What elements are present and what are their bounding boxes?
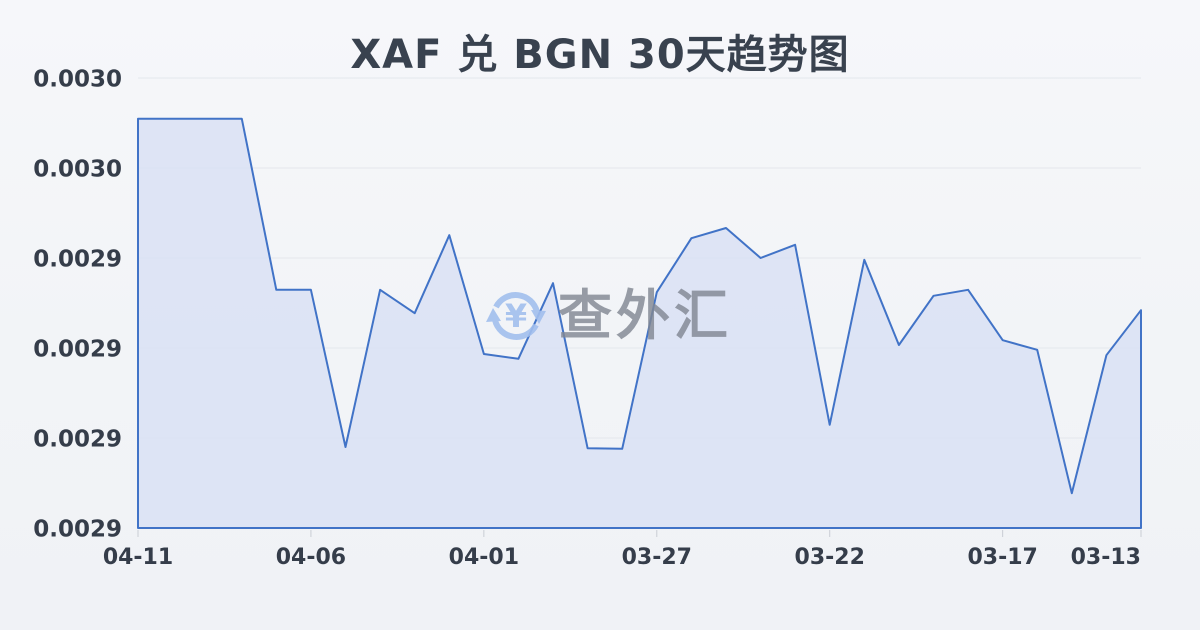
y-axis-label: 0.0029: [33, 516, 122, 542]
x-axis-label: 04-11: [103, 545, 173, 570]
x-axis-label: 04-06: [276, 545, 346, 570]
x-axis-label: 03-17: [967, 545, 1037, 570]
chart-title: XAF 兑 BGN 30天趋势图: [350, 32, 850, 78]
x-axis-label: 03-22: [795, 545, 865, 570]
y-axis-label: 0.0030: [33, 66, 122, 92]
y-axis-label: 0.0029: [33, 336, 122, 362]
x-axis-label: 03-13: [1071, 545, 1141, 570]
y-axis-label: 0.0029: [33, 426, 122, 452]
area-series: [137, 117, 1142, 529]
y-axis-label: 0.0029: [33, 246, 122, 272]
y-axis-label: 0.0030: [33, 156, 122, 182]
x-axis-label: 04-01: [449, 545, 519, 570]
x-axis-label: 03-27: [622, 545, 692, 570]
